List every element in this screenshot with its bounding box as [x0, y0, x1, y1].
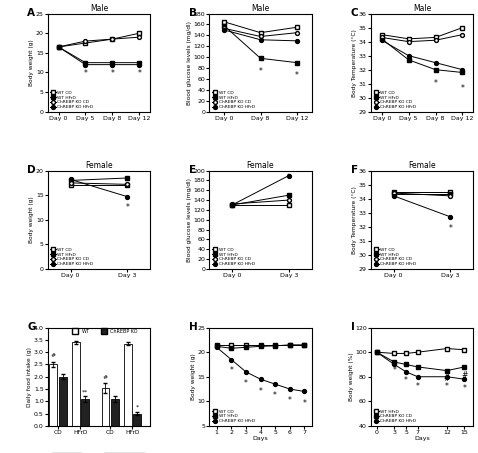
X-axis label: Days: Days — [253, 436, 268, 441]
Y-axis label: Blood glucose levels (mg/dl): Blood glucose levels (mg/dl) — [187, 21, 192, 105]
Title: Male: Male — [251, 4, 270, 13]
Text: E: E — [189, 165, 196, 175]
Text: *: * — [404, 376, 408, 385]
Y-axis label: Body weight (g): Body weight (g) — [29, 196, 34, 243]
Y-axis label: Body weight (g): Body weight (g) — [29, 39, 34, 86]
Legend: WT HFrD, ChREBP KO CD, ChREBP KO HFrD: WT HFrD, ChREBP KO CD, ChREBP KO HFrD — [373, 409, 417, 424]
X-axis label: Days: Days — [414, 436, 430, 441]
Bar — [50, 365, 57, 426]
Legend: WT CD, WT HFrD, ChREBP KO CD, ChREBP KO HFrD: WT CD, WT HFrD, ChREBP KO CD, ChREBP KO … — [373, 247, 417, 266]
Text: #: # — [51, 353, 56, 358]
Y-axis label: Body Temperature (°C): Body Temperature (°C) — [352, 186, 358, 254]
Text: *: * — [110, 69, 114, 78]
Text: *: * — [448, 224, 453, 233]
Y-axis label: Blood glucose levels (mg/dl): Blood glucose levels (mg/dl) — [187, 178, 192, 262]
Title: Male: Male — [413, 4, 431, 13]
Text: *: * — [445, 381, 449, 390]
Text: *: * — [392, 366, 396, 375]
Legend: WT CD, WT HFrD, ChREBP KO CD, ChREBP KO HFrD: WT CD, WT HFrD, ChREBP KO CD, ChREBP KO … — [50, 247, 94, 266]
Bar — [72, 342, 80, 426]
Text: I: I — [350, 322, 354, 332]
Legend: WT CD, WT HFrD, ChREBP KO CD, ChREBP KO HFrD: WT CD, WT HFrD, ChREBP KO CD, ChREBP KO … — [212, 90, 255, 110]
Y-axis label: Body Temperature (°C): Body Temperature (°C) — [352, 29, 358, 96]
Bar — [81, 399, 89, 426]
Legend: WT CD, WT HFrD, ChREBP KO CD, ChREBP KO HFrD: WT CD, WT HFrD, ChREBP KO CD, ChREBP KO … — [373, 90, 417, 110]
Y-axis label: Daily food intake (g): Daily food intake (g) — [27, 347, 33, 407]
Text: **: ** — [82, 390, 88, 395]
Title: Female: Female — [85, 161, 113, 170]
Text: *: * — [295, 72, 299, 80]
Legend: WT, ChREBP KO: WT, ChREBP KO — [70, 328, 138, 334]
Text: *: * — [287, 173, 291, 182]
Text: *: * — [303, 399, 306, 408]
Y-axis label: Body weight (%): Body weight (%) — [348, 352, 354, 401]
Text: *: * — [288, 396, 292, 405]
Text: B: B — [189, 8, 197, 18]
Text: G: G — [27, 322, 36, 332]
Legend: WT CD, WT HFrD, ChREBP KO CD, ChREBP KO HFrD: WT CD, WT HFrD, ChREBP KO CD, ChREBP KO … — [212, 247, 255, 266]
Bar — [133, 414, 141, 426]
Text: *: * — [137, 69, 141, 78]
Text: D: D — [27, 165, 36, 175]
Text: *: * — [273, 391, 277, 400]
Bar — [59, 377, 66, 426]
Text: *: * — [84, 69, 87, 78]
Bar — [124, 344, 131, 426]
Text: *: * — [416, 381, 420, 390]
Text: *: * — [229, 366, 233, 375]
Legend: WT CD, WT HFrD, ChREBP KO CD, ChREBP KO HFrD: WT CD, WT HFrD, ChREBP KO CD, ChREBP KO … — [50, 90, 94, 110]
Text: F: F — [350, 165, 358, 175]
Legend: WT CD, WT HFrD, ChREBP KO HFrD: WT CD, WT HFrD, ChREBP KO HFrD — [212, 409, 255, 424]
Y-axis label: Body weight (g): Body weight (g) — [191, 353, 196, 400]
Text: *: * — [460, 84, 465, 93]
Text: *: * — [244, 379, 248, 388]
Text: *: * — [434, 79, 437, 88]
Bar — [101, 388, 109, 426]
Text: *: * — [259, 386, 262, 395]
Title: Male: Male — [90, 4, 108, 13]
Text: C: C — [350, 8, 358, 18]
Text: #: # — [444, 374, 450, 383]
Bar — [111, 399, 119, 426]
Text: #: # — [103, 376, 108, 381]
Text: *: * — [463, 384, 467, 393]
Text: *: * — [74, 329, 77, 338]
Text: A: A — [27, 8, 35, 18]
Text: *: * — [135, 405, 139, 410]
Text: #: # — [461, 371, 467, 380]
Text: H: H — [189, 322, 198, 332]
Title: Female: Female — [247, 161, 274, 170]
Title: Female: Female — [408, 161, 436, 170]
Text: *: * — [125, 202, 129, 212]
Text: *: * — [259, 67, 262, 76]
